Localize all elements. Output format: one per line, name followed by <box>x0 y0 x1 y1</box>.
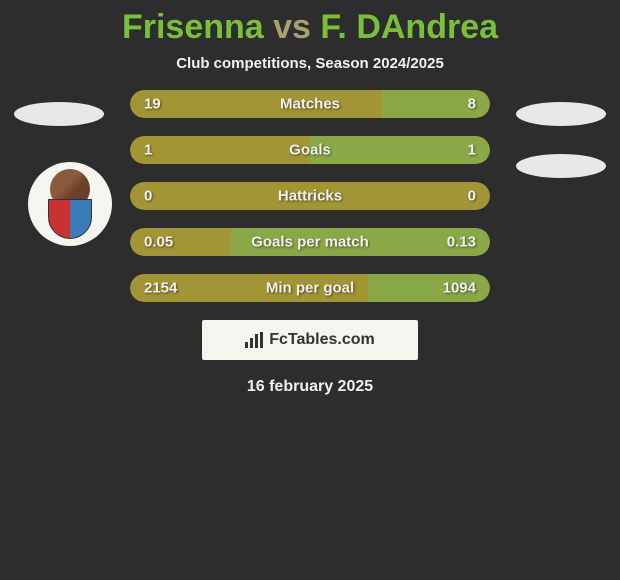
bar-fill-right <box>310 136 490 164</box>
bar-label: Min per goal <box>266 280 354 297</box>
branding-box: FcTables.com <box>202 320 418 360</box>
player1-placeholder-ellipse <box>14 102 104 126</box>
bar-value-left: 2154 <box>144 280 177 297</box>
bar-value-left: 0.05 <box>144 234 173 251</box>
player2-placeholder-ellipse-1 <box>516 102 606 126</box>
stat-bar: 0 Hattricks 0 <box>130 182 490 210</box>
player2-name: F. DAndrea <box>320 8 498 46</box>
bar-fill-left <box>130 136 310 164</box>
club-badge <box>28 162 112 246</box>
comparison-title: Frisenna vs F. DAndrea <box>0 0 620 47</box>
player2-placeholder-ellipse-2 <box>516 154 606 178</box>
subtitle: Club competitions, Season 2024/2025 <box>0 55 620 72</box>
stat-bar: 0.05 Goals per match 0.13 <box>130 228 490 256</box>
bar-value-right: 0 <box>468 188 476 205</box>
stats-bars: 19 Matches 8 1 Goals 1 0 Hattricks 0 0.05 Goals pe… <box>130 90 490 302</box>
bar-value-right: 8 <box>468 96 476 113</box>
bar-value-right: 1 <box>468 142 476 159</box>
bar-label: Hattricks <box>278 188 342 205</box>
branding-inner: FcTables.com <box>245 331 375 349</box>
bar-label: Matches <box>280 96 340 113</box>
bar-value-left: 0 <box>144 188 152 205</box>
bar-value-left: 1 <box>144 142 152 159</box>
bar-fill-left <box>130 90 382 118</box>
stat-bar: 1 Goals 1 <box>130 136 490 164</box>
bar-chart-icon <box>245 332 263 348</box>
branding-text: FcTables.com <box>269 331 375 349</box>
stat-bar: 19 Matches 8 <box>130 90 490 118</box>
bar-label: Goals <box>289 142 331 159</box>
content-area: 19 Matches 8 1 Goals 1 0 Hattricks 0 0.05 Goals pe… <box>0 90 620 396</box>
date-text: 16 february 2025 <box>0 378 620 396</box>
badge-shield-icon <box>48 199 92 239</box>
stat-bar: 2154 Min per goal 1094 <box>130 274 490 302</box>
bar-value-right: 0.13 <box>447 234 476 251</box>
badge-inner <box>40 169 100 239</box>
bar-value-right: 1094 <box>443 280 476 297</box>
vs-text: vs <box>273 8 311 46</box>
player1-name: Frisenna <box>122 8 264 46</box>
bar-value-left: 19 <box>144 96 161 113</box>
bar-label: Goals per match <box>251 234 369 251</box>
